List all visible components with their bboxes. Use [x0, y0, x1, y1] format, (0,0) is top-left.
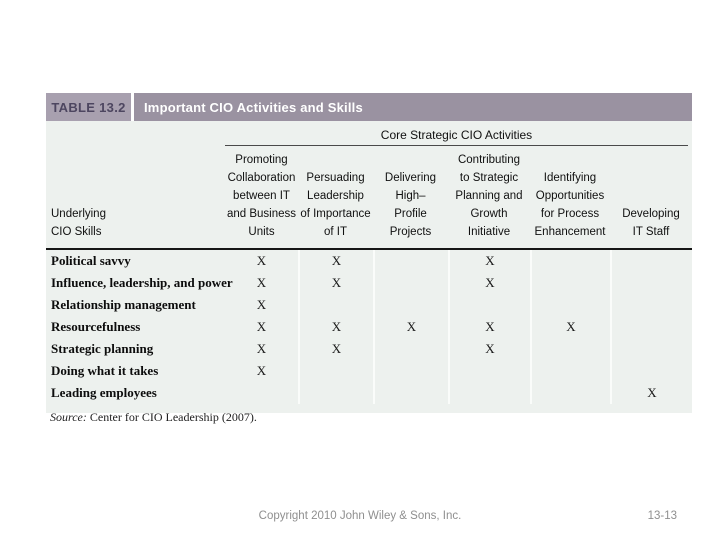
mark-cell: X	[448, 316, 530, 338]
mark-cell: X	[256, 319, 267, 334]
mark-cell: X	[373, 316, 448, 338]
mark-cell	[298, 294, 373, 316]
mark-cell	[448, 382, 530, 404]
mark-cell: X	[610, 382, 692, 404]
mark-cell	[373, 338, 448, 360]
mark-cell	[530, 360, 610, 382]
column-header-promoting-collaboration: Promoting Collaboration between IT and B…	[226, 154, 297, 238]
mark-cell: X	[448, 250, 530, 272]
mark-cell	[610, 316, 692, 338]
mark-cell	[530, 382, 610, 404]
mark-cell	[610, 360, 692, 382]
footer-page-number: 13-13	[647, 510, 677, 522]
column-headers-row: Underlying CIO Skills Promoting Collabor…	[46, 146, 692, 248]
mark-cell	[610, 338, 692, 360]
mark-cell	[530, 250, 610, 272]
skill-label: Doing what it takes	[51, 363, 159, 378]
table-row: Political savvy X X X	[46, 250, 692, 272]
source-text: Center for CIO Leadership (2007).	[86, 410, 257, 424]
mark-cell: X	[256, 297, 267, 312]
mark-cell	[530, 272, 610, 294]
mark-cell	[530, 294, 610, 316]
column-header-contributing-planning: Contributing to Strategic Planning and G…	[455, 154, 523, 238]
mark-cell: X	[256, 275, 267, 290]
span-header: Core Strategic CIO Activities	[380, 128, 533, 142]
mark-cell	[298, 360, 373, 382]
column-header-delivering-projects: Delivering High– Profile Projects	[384, 172, 437, 238]
table-row: Influence, leadership, and power X X X	[46, 272, 692, 294]
skill-label: Leading employees	[51, 385, 157, 400]
table-header-bar: TABLE 13.2 Important CIO Activities and …	[46, 93, 692, 121]
mark-cell	[448, 294, 530, 316]
mark-cell: X	[298, 338, 373, 360]
mark-cell: X	[298, 272, 373, 294]
table-row: Resourcefulness X X X X X	[46, 316, 692, 338]
mark-cell: X	[256, 363, 267, 378]
mark-cell: X	[256, 253, 267, 268]
table-row: Strategic planning X X X	[46, 338, 692, 360]
source-line: Source: Center for CIO Leadership (2007)…	[50, 410, 257, 425]
skill-label: Influence, leadership, and power	[51, 275, 233, 290]
source-label: Source:	[50, 410, 87, 424]
mark-cell	[298, 382, 373, 404]
column-header-identifying-opportunities: Identifying Opportunities for Process En…	[534, 172, 606, 238]
mark-cell	[610, 250, 692, 272]
table-row: Relationship management X	[46, 294, 692, 316]
mark-cell: X	[298, 316, 373, 338]
header-rule	[46, 248, 692, 250]
mark-cell	[530, 338, 610, 360]
mark-cell	[373, 250, 448, 272]
mark-cell	[373, 294, 448, 316]
mark-cell: X	[448, 272, 530, 294]
skill-label: Resourcefulness	[51, 319, 141, 334]
skill-label: Political savvy	[51, 253, 131, 268]
span-header-rule: Core Strategic CIO Activities	[225, 128, 688, 146]
table-body: Core Strategic CIO Activities Underlying…	[46, 121, 692, 413]
mark-cell	[448, 360, 530, 382]
mark-cell	[373, 272, 448, 294]
table-rows: Political savvy X X X Influence, leadership,…	[46, 250, 692, 404]
table-title: Important CIO Activities and Skills	[134, 93, 692, 121]
column-header-persuading-leadership: Persuading Leadership of Importance of I…	[300, 172, 371, 238]
footer-copyright: Copyright 2010 John Wiley & Sons, Inc.	[258, 510, 462, 522]
skill-label: Strategic planning	[51, 341, 154, 356]
column-header-skills: Underlying CIO Skills	[51, 208, 106, 238]
mark-cell	[610, 294, 692, 316]
mark-cell	[225, 382, 298, 404]
mark-cell	[373, 382, 448, 404]
column-header-developing-staff: Developing IT Staff	[622, 208, 680, 238]
mark-cell: X	[256, 341, 267, 356]
mark-cell: X	[298, 250, 373, 272]
table-row: Doing what it takes X	[46, 360, 692, 382]
mark-cell	[373, 360, 448, 382]
mark-cell: X	[530, 316, 610, 338]
skill-label: Relationship management	[51, 297, 196, 312]
cio-skills-table: TABLE 13.2 Important CIO Activities and …	[46, 93, 692, 413]
table-number-label: TABLE 13.2	[46, 93, 131, 121]
table-row: Leading employees X	[46, 382, 692, 404]
mark-cell	[610, 272, 692, 294]
mark-cell: X	[448, 338, 530, 360]
